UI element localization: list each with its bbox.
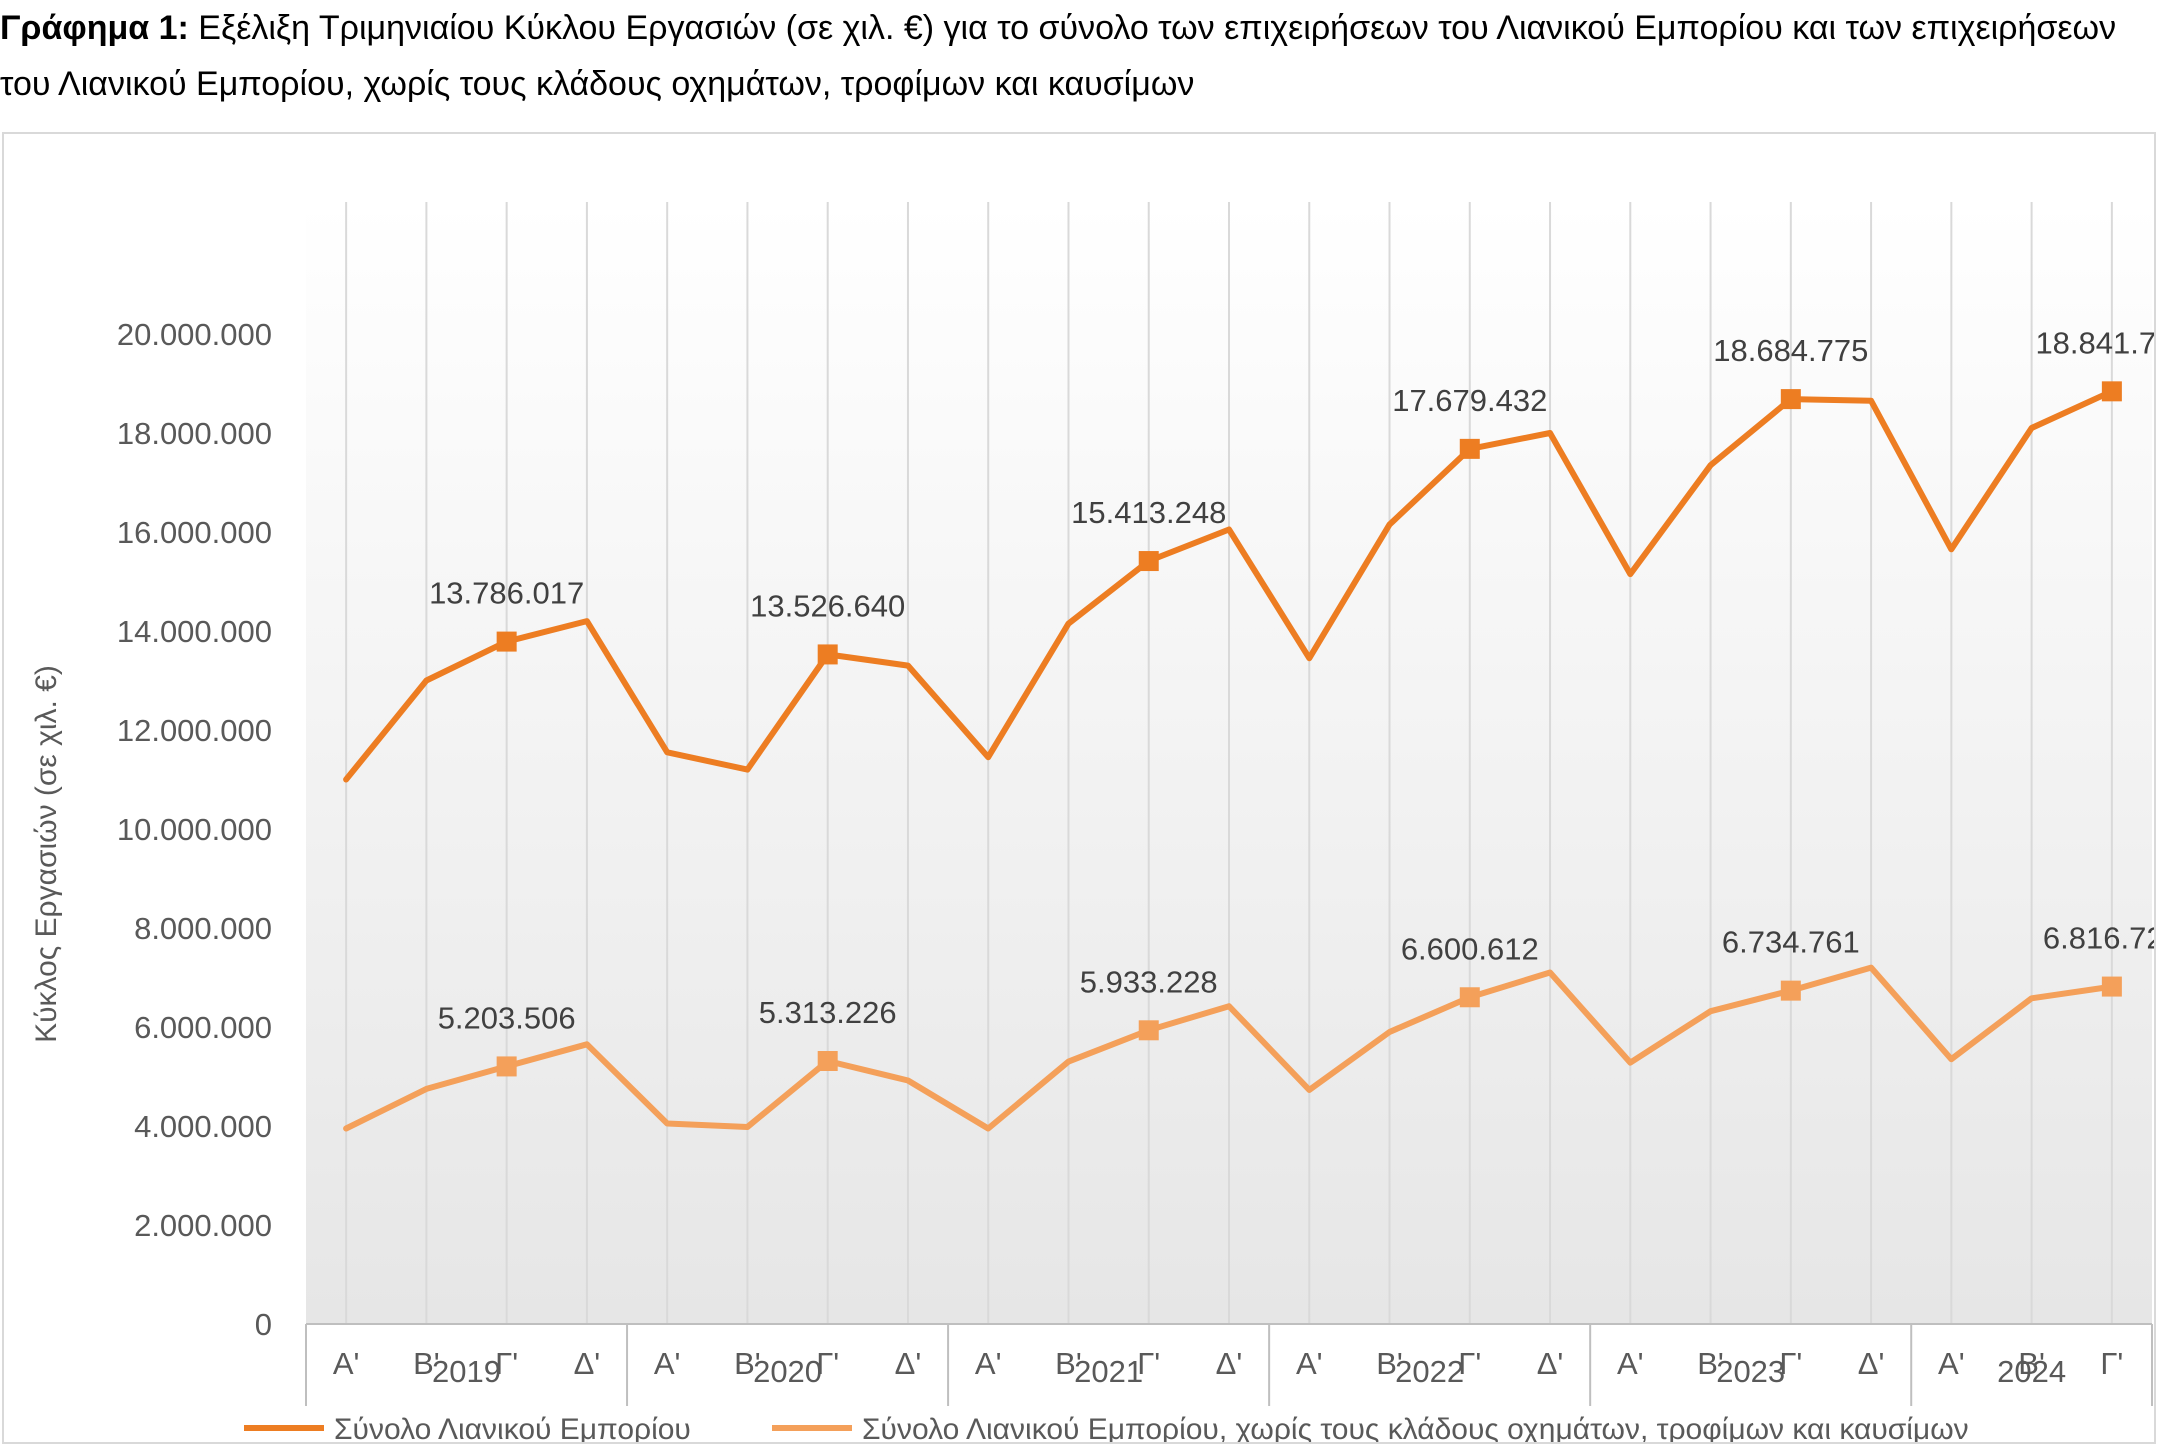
x-tick-label: Γ' xyxy=(1137,1346,1160,1381)
legend-label-excl: Σύνολο Λιανικού Εμπορίου, χωρίς τους κλά… xyxy=(862,1413,1969,1442)
x-tick-label: Β' xyxy=(1055,1346,1082,1381)
legend: Σύνολο Λιανικού Εμπορίου Σύνολο Λιανικού… xyxy=(244,1413,1969,1442)
data-label: 18.841.711 xyxy=(2035,325,2154,360)
x-tick-label: Δ' xyxy=(1216,1346,1243,1381)
x-tick-label: Α' xyxy=(975,1346,1002,1381)
series-marker xyxy=(1138,1020,1159,1041)
series-marker xyxy=(1459,438,1480,459)
x-group-label: 2023 xyxy=(1716,1354,1785,1389)
data-label: 13.526.640 xyxy=(750,588,905,623)
x-tick-label: Β' xyxy=(734,1346,761,1381)
series-marker xyxy=(817,1050,838,1071)
chart-area: 0 2.000.000 4.000.000 6.000.000 8.000.000 10.… xyxy=(2,132,2156,1444)
data-label: 6.600.612 xyxy=(1401,931,1539,966)
y-tick-label: 16.000.000 xyxy=(117,515,272,550)
series-marker xyxy=(2101,976,2122,997)
legend-label-total: Σύνολο Λιανικού Εμπορίου xyxy=(334,1413,691,1442)
x-tick-label: Γ' xyxy=(2100,1346,2123,1381)
x-tick-label: Α' xyxy=(654,1346,681,1381)
data-label: 17.679.432 xyxy=(1392,383,1547,418)
data-label: 6.734.761 xyxy=(1722,925,1860,960)
x-tick-label: Α' xyxy=(333,1346,360,1381)
caption-text: Εξέλιξη Τριμηνιαίου Κύκλου Εργασιών (σε … xyxy=(0,9,2117,103)
series-marker xyxy=(1459,987,1480,1008)
y-tick-label: 20.000.000 xyxy=(117,317,272,352)
y-axis-label: Κύκλος Εργασιών (σε χιλ. €) xyxy=(30,665,63,1043)
x-tick-label: Β' xyxy=(2018,1346,2045,1381)
x-tick-label: Α' xyxy=(1296,1346,1323,1381)
data-label: 5.933.228 xyxy=(1080,964,1218,999)
x-group-label: 2020 xyxy=(753,1354,822,1389)
x-tick-label: Α' xyxy=(1617,1346,1644,1381)
data-label: 5.313.226 xyxy=(759,995,897,1030)
x-tick-label: Β' xyxy=(1697,1346,1724,1381)
x-tick-label: Γ' xyxy=(1458,1346,1481,1381)
x-tick-label: Δ' xyxy=(574,1346,601,1381)
x-group-label: 2021 xyxy=(1074,1354,1143,1389)
series-marker xyxy=(2101,381,2122,402)
data-label: 13.786.017 xyxy=(429,576,584,611)
series-marker xyxy=(1780,980,1801,1001)
line-chart: 0 2.000.000 4.000.000 6.000.000 8.000.000 10.… xyxy=(30,202,2154,1442)
data-label: 5.203.506 xyxy=(438,1000,576,1035)
x-tick-label: Β' xyxy=(1376,1346,1403,1381)
x-tick-label: Δ' xyxy=(895,1346,922,1381)
y-tick-label: 14.000.000 xyxy=(117,614,272,649)
series-marker xyxy=(817,644,838,665)
y-tick-label: 8.000.000 xyxy=(134,911,272,946)
x-group-label: 2024 xyxy=(1997,1354,2066,1389)
series-marker xyxy=(496,631,517,652)
data-label: 18.684.775 xyxy=(1713,333,1868,368)
x-group-label: 2019 xyxy=(432,1354,501,1389)
x-tick-label: Δ' xyxy=(1537,1346,1564,1381)
series-marker xyxy=(1138,551,1159,572)
y-tick-label: 4.000.000 xyxy=(134,1109,272,1144)
chart-caption: Γράφημα 1: Εξέλιξη Τριμηνιαίου Κύκλου Ερ… xyxy=(0,0,2160,112)
x-tick-label: Α' xyxy=(1938,1346,1965,1381)
x-tick-label: Γ' xyxy=(816,1346,839,1381)
y-tick-label: 18.000.000 xyxy=(117,416,272,451)
data-label: 15.413.248 xyxy=(1071,495,1226,530)
data-label: 6.816.720 xyxy=(2043,921,2154,956)
x-group-label: 2022 xyxy=(1395,1354,1464,1389)
series-marker xyxy=(496,1056,517,1077)
y-tick-label: 10.000.000 xyxy=(117,812,272,847)
caption-label: Γράφημα 1: xyxy=(0,9,189,47)
y-tick-label: 6.000.000 xyxy=(134,1010,272,1045)
y-tick-label: 0 xyxy=(255,1307,272,1342)
series-line xyxy=(343,964,2115,1132)
series-line xyxy=(343,388,2115,783)
series-marker xyxy=(1780,389,1801,410)
x-tick-label: Γ' xyxy=(1779,1346,1802,1381)
y-tick-label: 12.000.000 xyxy=(117,713,272,748)
x-tick-label: Δ' xyxy=(1858,1346,1885,1381)
x-tick-label: Β' xyxy=(413,1346,440,1381)
x-tick-label: Γ' xyxy=(495,1346,518,1381)
y-tick-label: 2.000.000 xyxy=(134,1208,272,1243)
